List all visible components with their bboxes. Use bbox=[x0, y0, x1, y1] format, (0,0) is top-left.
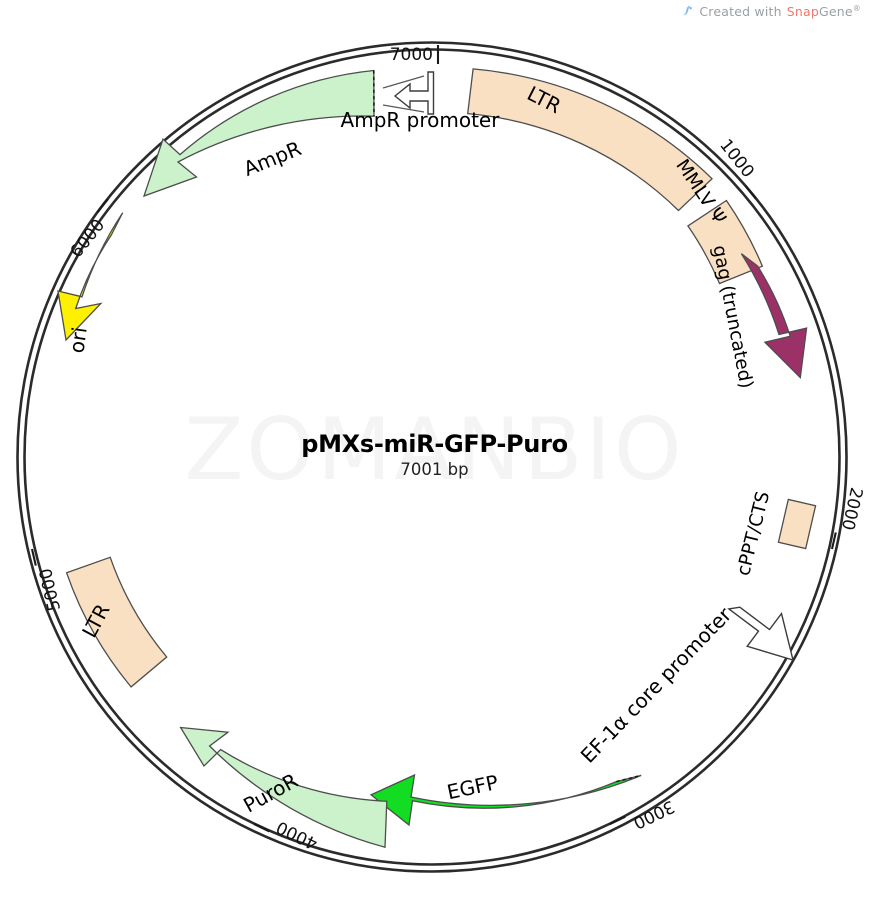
tick-label-2000: 2000 bbox=[837, 485, 866, 532]
feature-ef1a-core-promoter[interactable]: EF-1α core promoter bbox=[576, 602, 794, 768]
feature-label-ori: ori bbox=[64, 325, 91, 354]
credit-prefix: Created with bbox=[699, 4, 782, 20]
tick-7000: 7000 bbox=[390, 45, 440, 65]
credit-brand: SnapGene® bbox=[787, 4, 861, 19]
snapgene-logo-icon bbox=[681, 5, 694, 18]
tick-label-5000: 5000 bbox=[36, 566, 65, 613]
credit-brand-snap: Snap bbox=[786, 4, 819, 20]
feature-cppt-cts[interactable]: cPPT/CTS bbox=[733, 489, 817, 578]
tick-label-6000: 6000 bbox=[67, 216, 110, 262]
feature-label-egfp: EGFP bbox=[445, 770, 501, 804]
feature-label-ef1a-core-promoter: EF-1α core promoter bbox=[576, 602, 737, 767]
tick-label-7000: 7000 bbox=[390, 45, 433, 65]
feature-label-cppt-cts: cPPT/CTS bbox=[733, 489, 774, 578]
feature-ltr-bottom[interactable]: LTR bbox=[65, 556, 168, 688]
tick-1000: 1000 bbox=[715, 136, 758, 200]
backbone-inner-ring bbox=[23, 48, 841, 866]
feature-label-ampr-promoter: AmpR promoter bbox=[341, 108, 501, 132]
feature-ltr-top[interactable]: LTR bbox=[466, 68, 713, 212]
feature-ori[interactable]: ori bbox=[57, 212, 124, 355]
feature-label-ampr: AmpR bbox=[240, 136, 304, 181]
feature-egfp[interactable]: EGFP bbox=[369, 770, 642, 827]
tick-label-3000: 3000 bbox=[630, 796, 678, 833]
credit-brand-gene: Gene bbox=[819, 4, 853, 20]
snapgene-credit: Created with SnapGene® bbox=[681, 4, 861, 19]
credit-registered-mark: ® bbox=[852, 4, 861, 13]
backbone-outer-ring bbox=[16, 41, 848, 873]
feature-ampr-promoter[interactable]: AmpR promoter bbox=[341, 71, 501, 132]
tick-3000: 3000 bbox=[609, 796, 678, 833]
